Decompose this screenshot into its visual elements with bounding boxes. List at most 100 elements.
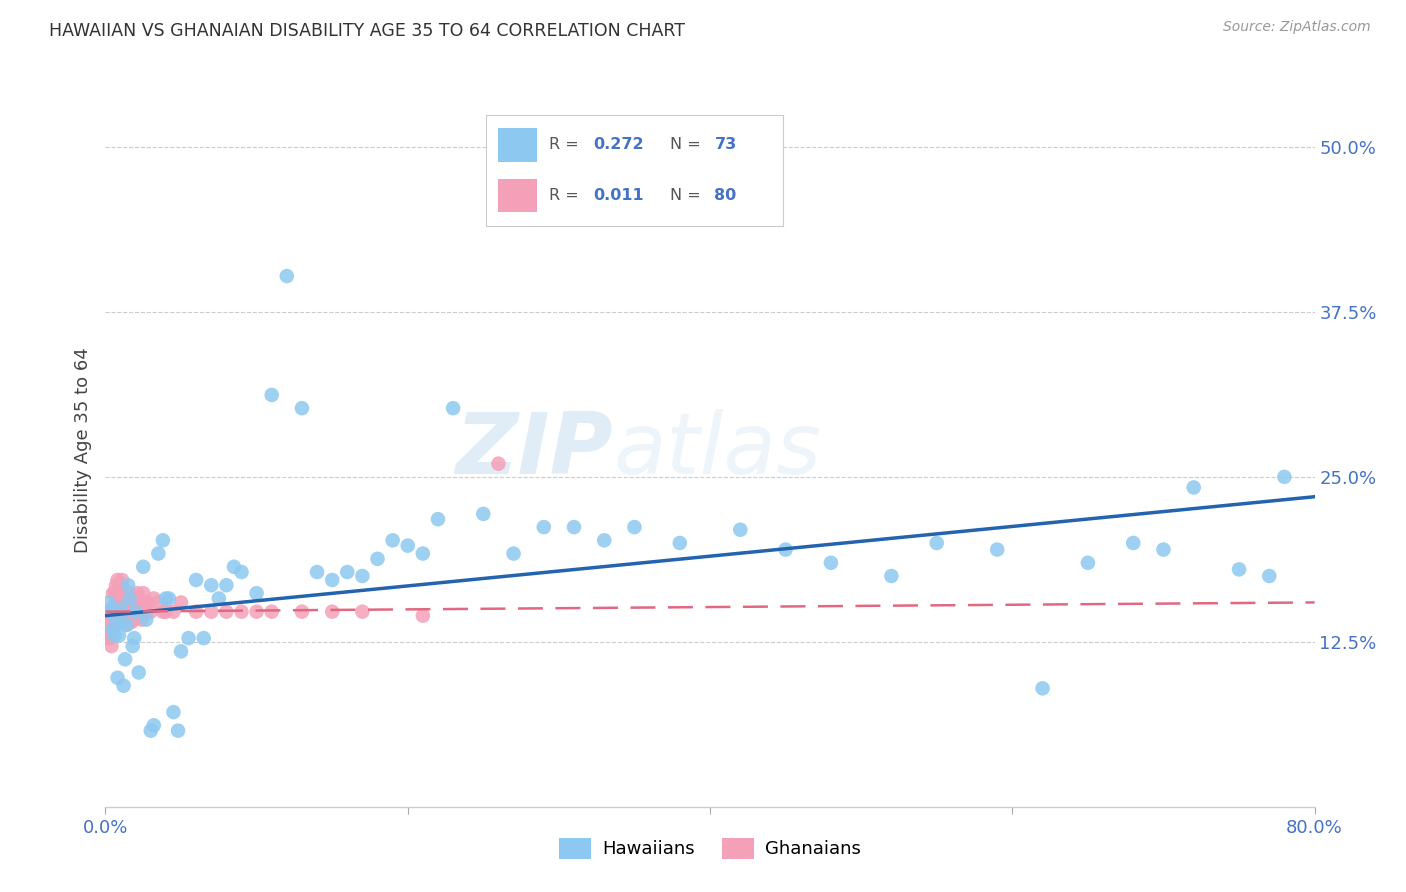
- Point: [98, 605, 121, 619]
- Point: [110, 605, 132, 619]
- Point: [562, 520, 585, 534]
- Point: [97, 595, 120, 609]
- Point: [186, 573, 208, 587]
- Point: [352, 569, 374, 583]
- Point: [730, 523, 752, 537]
- Point: [276, 268, 298, 283]
- Point: [117, 595, 139, 609]
- Point: [120, 615, 142, 630]
- Point: [129, 605, 152, 619]
- Point: [122, 631, 145, 645]
- Point: [231, 565, 253, 579]
- Point: [139, 723, 162, 738]
- Y-axis label: Disability Age 35 to 64: Disability Age 35 to 64: [73, 348, 91, 553]
- Point: [260, 388, 283, 402]
- Point: [142, 718, 165, 732]
- Point: [115, 608, 138, 623]
- Point: [162, 705, 184, 719]
- Point: [112, 679, 135, 693]
- Point: [120, 605, 142, 619]
- Point: [128, 665, 150, 680]
- Point: [107, 573, 129, 587]
- Point: [246, 605, 269, 619]
- Point: [96, 622, 118, 636]
- Text: Source: ZipAtlas.com: Source: ZipAtlas.com: [1223, 20, 1371, 34]
- Point: [105, 578, 128, 592]
- Point: [142, 591, 165, 606]
- Point: [412, 608, 434, 623]
- Point: [97, 628, 120, 642]
- Text: ZIP: ZIP: [456, 409, 613, 492]
- Point: [200, 578, 222, 592]
- Point: [96, 615, 118, 630]
- Point: [472, 507, 495, 521]
- Point: [101, 618, 124, 632]
- Point: [114, 652, 136, 666]
- Point: [152, 605, 174, 619]
- Point: [135, 613, 157, 627]
- Legend: Hawaiians, Ghanaians: Hawaiians, Ghanaians: [551, 830, 869, 866]
- Point: [101, 605, 124, 619]
- Point: [118, 586, 141, 600]
- Point: [97, 625, 120, 640]
- Point: [148, 595, 170, 609]
- Point: [128, 595, 150, 609]
- Point: [112, 599, 135, 614]
- Point: [103, 586, 125, 600]
- Point: [111, 578, 134, 592]
- Point: [533, 520, 555, 534]
- Point: [118, 591, 141, 606]
- Point: [231, 605, 253, 619]
- Point: [101, 622, 124, 636]
- Point: [132, 559, 155, 574]
- Point: [246, 586, 269, 600]
- Point: [1258, 569, 1281, 583]
- Point: [117, 605, 139, 619]
- Point: [98, 628, 121, 642]
- Point: [170, 595, 193, 609]
- Point: [1032, 681, 1054, 696]
- Point: [100, 615, 122, 630]
- Point: [121, 595, 143, 609]
- Point: [105, 613, 128, 627]
- Point: [114, 595, 136, 609]
- Point: [222, 559, 245, 574]
- Point: [307, 565, 329, 579]
- Point: [986, 542, 1008, 557]
- Point: [124, 591, 148, 606]
- Point: [97, 608, 120, 623]
- Point: [215, 578, 238, 592]
- Point: [193, 631, 215, 645]
- Point: [593, 533, 616, 548]
- Point: [155, 605, 177, 619]
- Point: [623, 520, 645, 534]
- Point: [124, 605, 148, 619]
- Point: [200, 605, 222, 619]
- Point: [98, 605, 121, 619]
- Point: [107, 586, 129, 600]
- Point: [121, 605, 143, 619]
- Point: [121, 639, 143, 653]
- Point: [321, 573, 343, 587]
- Point: [1153, 542, 1175, 557]
- Point: [115, 618, 138, 632]
- Point: [111, 615, 134, 630]
- Point: [291, 605, 314, 619]
- Point: [441, 401, 464, 416]
- Point: [177, 631, 200, 645]
- Point: [124, 605, 148, 619]
- Point: [112, 591, 135, 606]
- Point: [820, 556, 842, 570]
- Point: [103, 599, 125, 614]
- Point: [136, 595, 159, 609]
- Point: [108, 628, 131, 642]
- Point: [291, 401, 314, 416]
- Point: [157, 591, 180, 606]
- Point: [1227, 562, 1250, 576]
- Point: [97, 615, 120, 630]
- Point: [139, 605, 162, 619]
- Point: [925, 536, 948, 550]
- Point: [100, 628, 122, 642]
- Point: [96, 631, 118, 645]
- Point: [1077, 556, 1099, 570]
